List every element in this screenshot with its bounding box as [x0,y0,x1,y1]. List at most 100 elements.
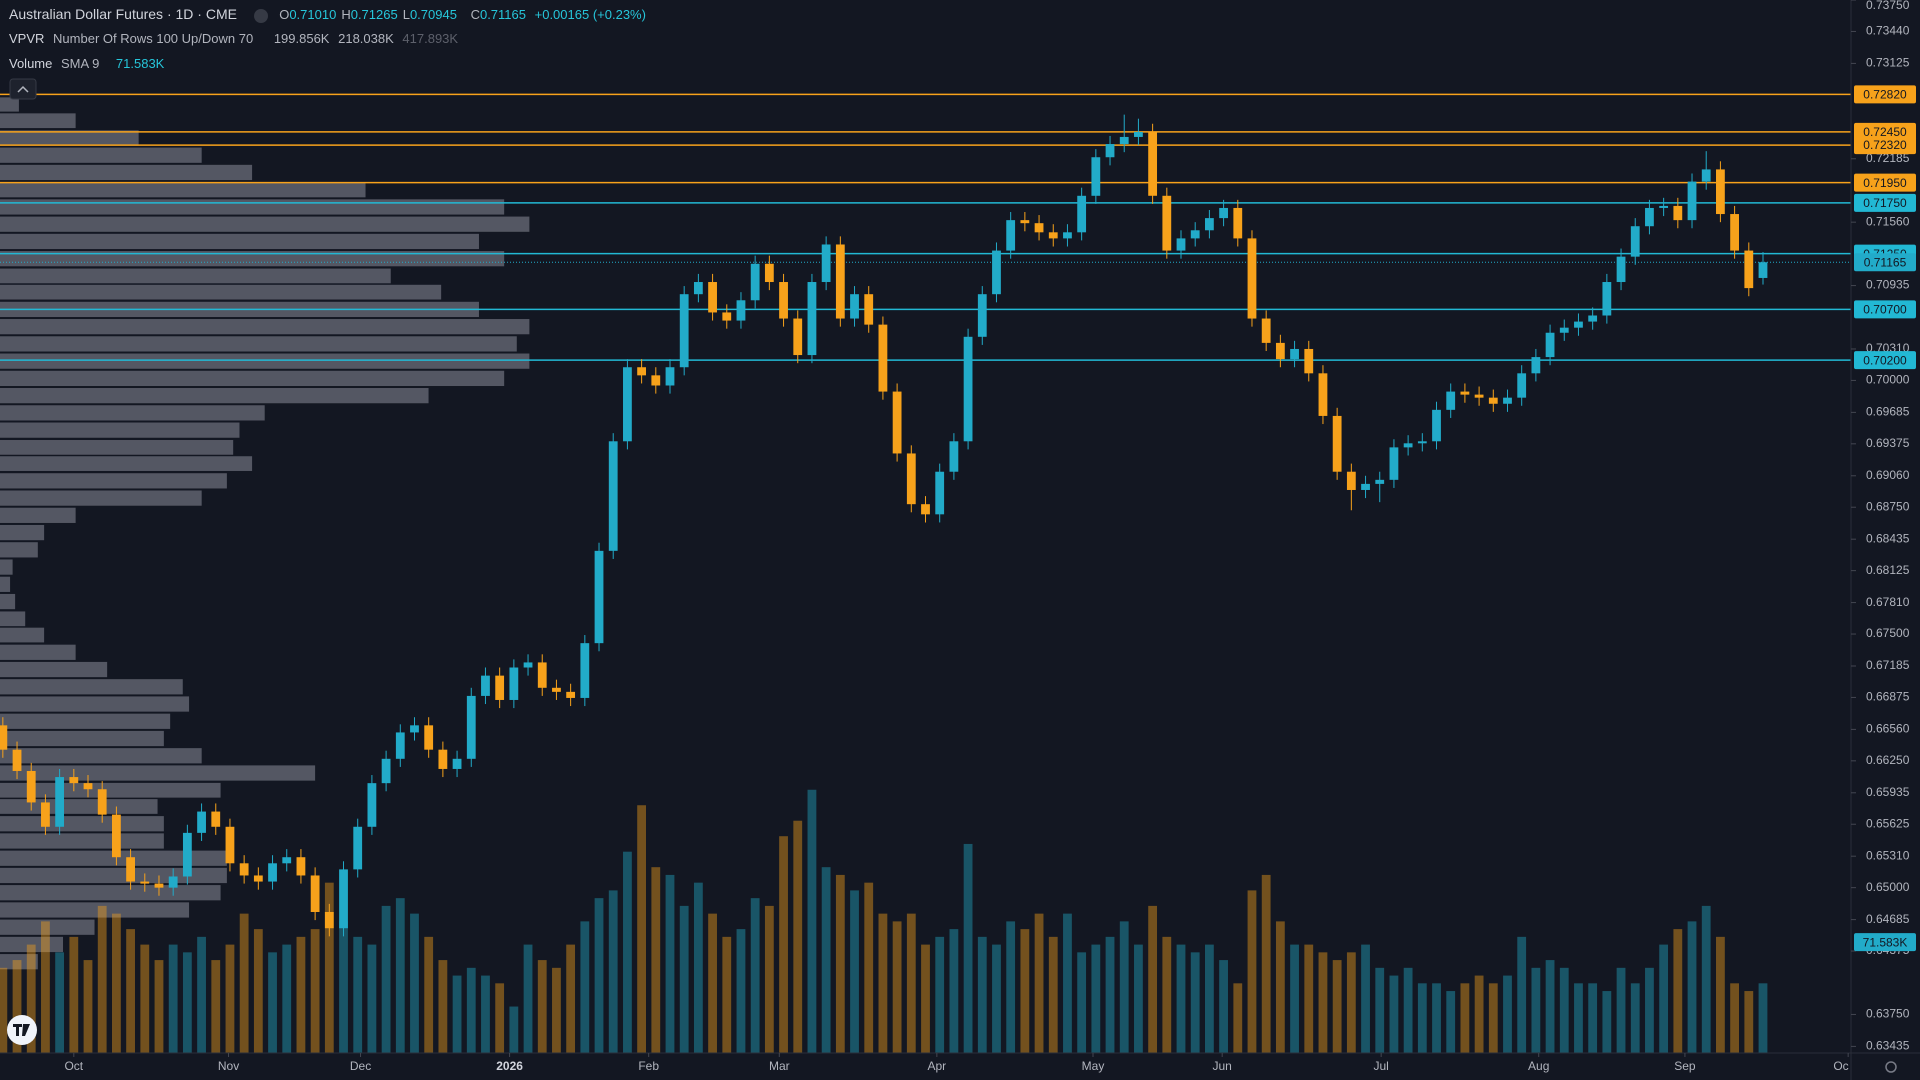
candle-body [154,883,164,888]
y-tick-label: 0.73125 [1866,56,1910,70]
volume-settings: SMA 9 [61,56,100,71]
candle-body [1503,397,1512,404]
candle-body [367,783,377,827]
volume-bar [921,944,930,1053]
x-tick-label: 2026 [496,1059,523,1073]
volume-bar [1091,944,1101,1053]
vpvr-row [0,490,202,506]
candle-body [410,725,419,733]
logo-circle [7,1015,37,1045]
vpvr-row [0,268,391,284]
vpvr-row [0,611,26,627]
symbol-title: Australian Dollar Futures · 1D · CME [9,6,237,22]
y-tick-label: 0.69685 [1866,405,1910,419]
level-label: 0.72320 [1863,138,1907,152]
candle-body [1474,394,1484,398]
candle-body [1417,441,1427,444]
candle-body [1346,471,1356,490]
ohlc-key: O [279,7,290,22]
candle-body [182,832,192,877]
market-status-icon[interactable] [253,8,268,23]
vpvr [0,97,530,970]
volume-bar [1673,929,1683,1053]
y-tick-label: 0.65000 [1866,880,1910,894]
volume-bar [1474,975,1484,1053]
candle-body [1588,315,1598,322]
volume-bar [1432,983,1441,1053]
volume-bar [992,944,1001,1053]
vpvr-row [0,199,505,215]
candle-body [1020,220,1030,224]
last-price-label-bg [1854,253,1916,272]
collapse-button[interactable] [9,78,37,100]
candle-body [623,367,632,442]
volume-sma-value: 71.583K [115,56,165,71]
level-label-bg [1854,173,1916,192]
volume-bar [182,952,192,1053]
volume-bar [55,952,65,1053]
candle-body [1134,131,1143,137]
settings-button[interactable] [1885,1061,1897,1073]
candle-body [722,312,732,321]
candle-body [1048,232,1058,239]
candle-body [821,244,831,283]
change: +0.00165 (+0.23%) [534,7,646,22]
volume-bar [12,960,22,1053]
candle-body [268,863,277,882]
vpvr-row [0,370,505,387]
candle-body [239,863,249,876]
vpvr-row [0,867,227,884]
vpvr-row [0,954,38,970]
y-tick-label: 0.65625 [1866,816,1910,830]
volume-bar [1204,944,1214,1053]
candle-body [253,875,263,882]
tv-logo[interactable] [7,1015,37,1045]
y-tick-label: 0.65935 [1866,785,1910,799]
volume-bar [1417,983,1427,1053]
volume-bar [1048,936,1058,1053]
ohlc-key: H [341,7,351,22]
candle-body [339,869,348,929]
candle-body [921,504,930,515]
vpvr-up: 199.856K [273,31,330,46]
volume-bar [168,944,178,1053]
vpvr-row [0,97,19,112]
x-tick-label: Feb [638,1059,659,1073]
volume-bar [310,929,320,1053]
candle-body [566,691,576,698]
volume-bar [1602,991,1612,1053]
candle-body [608,441,618,551]
volume-bar [1630,983,1640,1053]
volume-bar [523,944,533,1053]
volume-bar [1304,944,1314,1053]
volume-bar [878,913,888,1053]
volume-bar [1176,944,1186,1053]
vpvr-row [0,679,183,695]
candle-body [1375,479,1385,484]
candle-body [211,811,221,827]
volume-sma-label: 71.583K [1863,935,1908,949]
candle-body [1574,321,1583,328]
y-tick-label: 0.66250 [1866,753,1910,767]
volume-bar [906,913,916,1053]
y-tick-label: 0.73750 [1866,0,1910,12]
candle-body [1559,327,1569,333]
candle-body [0,725,8,750]
volume-bar [154,960,164,1053]
last-price-label: 0.71165 [1864,255,1907,269]
volume-bar [1701,905,1711,1053]
volume-bar [1545,960,1555,1053]
vpvr-row [0,336,517,352]
candle-body [1034,223,1044,233]
vpvr-row [0,748,202,764]
y-tick-label: 0.68435 [1866,531,1910,545]
volume-bar [268,952,277,1053]
y-tick-label: 0.68750 [1866,499,1910,513]
volume-bar [1219,960,1228,1053]
volume-bar [97,905,107,1053]
candle-body [708,282,717,313]
candle-body [282,857,292,864]
volume-bar [1659,944,1669,1053]
vpvr-row [0,319,530,335]
